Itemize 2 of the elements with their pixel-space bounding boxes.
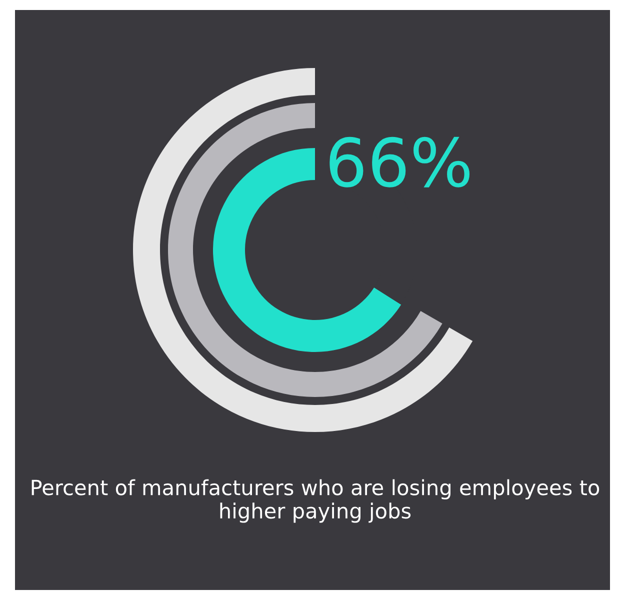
text: Percent of manufacturers who are losing employees to higher paying jobs: [32, 479, 600, 523]
data-label: 66%: [330, 136, 470, 188]
